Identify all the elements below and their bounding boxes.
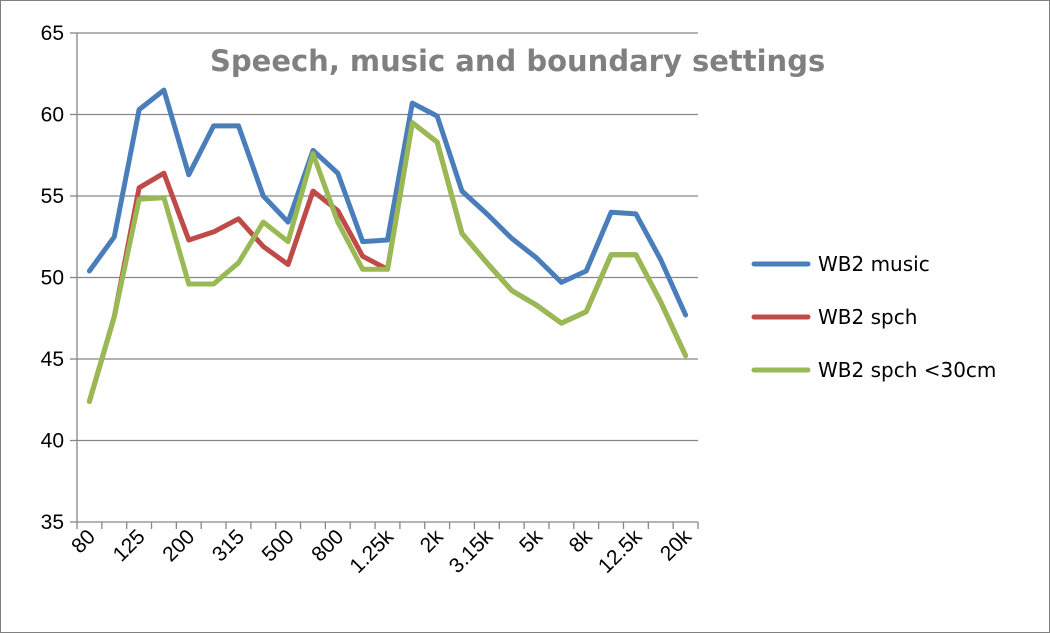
y-tick-label: 45: [41, 348, 64, 371]
x-tick-label: 2k: [416, 525, 448, 557]
y-tick-label: 65: [41, 22, 64, 45]
x-tick-label: 20k: [656, 525, 697, 566]
x-tick-label: 80: [67, 525, 100, 558]
y-tick-label: 50: [41, 267, 64, 290]
x-tick-label: 800: [307, 525, 348, 566]
x-tick-label: 3.15k: [445, 525, 498, 578]
x-tick-label: 8k: [565, 525, 597, 557]
series-line-1: [86, 87, 689, 318]
legend: WB2 music WB2 spch WB2 spch <30cm: [751, 252, 996, 382]
x-tick-label: 200: [158, 525, 199, 566]
legend-label-1: WB2 music: [818, 252, 930, 276]
y-tick-label: 40: [41, 430, 64, 453]
series-lines: [86, 87, 689, 404]
series-line-3: [86, 120, 689, 404]
y-axis-tick-labels: 35 40 45 50 55 60 65: [41, 22, 64, 534]
axes: [70, 32, 699, 529]
x-tick-label: 1.25k: [345, 525, 398, 578]
x-tick-label: 500: [258, 525, 299, 566]
y-tick-label: 60: [41, 104, 64, 127]
y-tick-label: 35: [41, 511, 64, 534]
legend-label-3: WB2 spch <30cm: [818, 358, 996, 382]
x-tick-label: 125: [109, 525, 150, 566]
y-tick-label: 55: [41, 185, 64, 208]
legend-label-2: WB2 spch: [818, 305, 917, 329]
x-tick-label: 5k: [515, 525, 547, 557]
x-tick-label: 12.5k: [594, 525, 647, 578]
chart-title: Speech, music and boundary settings: [210, 44, 825, 78]
x-tick-label: 315: [208, 525, 249, 566]
gridlines: [77, 32, 698, 442]
